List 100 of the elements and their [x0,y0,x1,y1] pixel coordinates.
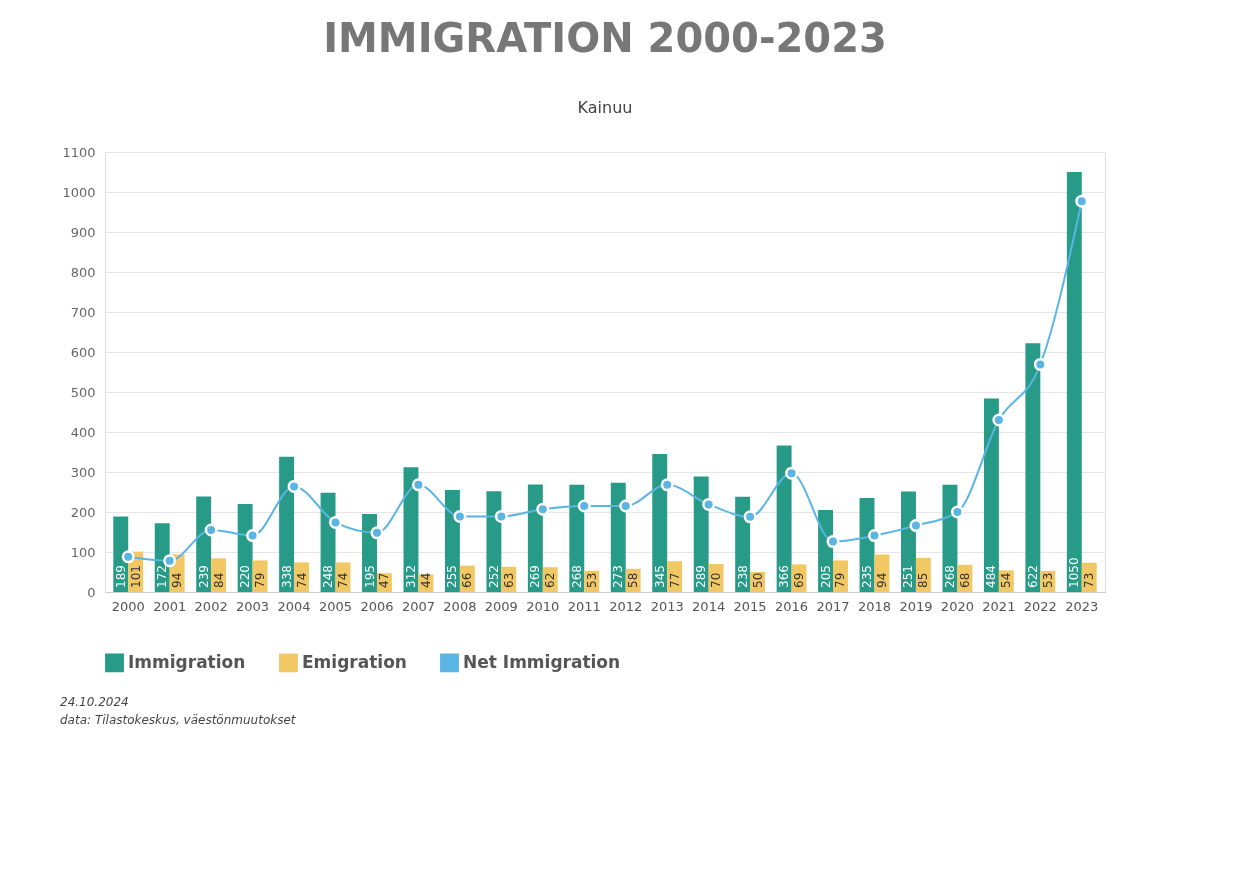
legend-label: Net Immigration [463,651,621,672]
y-tick-label: 400 [70,424,96,440]
point [411,478,425,492]
point [246,529,260,543]
data-label: 94 [874,572,889,588]
y-tick-label: 800 [70,264,96,280]
data-label: 312 [403,565,418,588]
x-tick-label: 2007 [401,598,435,614]
point [287,479,301,493]
point [619,499,633,513]
data-label: 101 [128,565,143,588]
data-label: 269 [528,565,543,588]
y-tick-label: 500 [70,384,96,400]
data-label: 1050 [1067,557,1082,588]
x-tick-label: 2006 [360,598,394,614]
data-label: 289 [694,565,709,588]
data-label: 77 [667,572,682,588]
x-tick-label: 2019 [899,598,933,614]
x-tick-label: 2004 [277,598,311,614]
y-tick-label: 0 [87,584,96,600]
data-label: 484 [984,565,999,588]
data-label: 73 [1082,572,1097,588]
x-tick-label: 2022 [1023,598,1057,614]
data-label: 238 [735,565,750,588]
x-tick-label: 2014 [692,598,726,614]
x-tick-label: 2003 [236,598,270,614]
data-label: 53 [1040,572,1055,588]
y-tick-label: 600 [70,344,96,360]
x-tick-label: 2020 [940,598,974,614]
point [453,509,467,523]
x-tick-label: 2018 [857,598,892,614]
x-tick-label: 2001 [153,598,187,614]
data-label: 79 [833,572,848,588]
x-tick-label: 2011 [567,598,601,614]
bar [652,454,668,592]
data-label: 268 [569,565,584,588]
chart-title: IMMIGRATION 2000-2023 [323,15,887,61]
point [494,509,508,523]
data-label: 273 [611,565,626,588]
x-tick-label: 2012 [609,598,643,614]
y-tick-label: 100 [70,544,96,560]
bar [1025,343,1041,592]
data-label: 84 [211,572,226,588]
x-tick-label: 2021 [982,598,1016,614]
text: data: Tilastokeskus, väestönmuutokset [60,713,297,727]
legend-label: Immigration [128,651,246,672]
data-label: 69 [792,572,807,588]
point [329,515,343,529]
data-label: 85 [916,572,931,588]
data-label: 63 [501,572,516,588]
point [370,526,384,540]
bar [776,445,792,592]
data-label: 58 [626,572,641,588]
point [163,554,177,568]
data-label: 251 [901,565,916,588]
y-tick-label: 1100 [62,144,96,160]
data-label: 44 [418,572,433,588]
x-tick-label: 2000 [111,598,145,614]
chart-subtitle: Kainuu [577,98,633,117]
point [702,497,716,511]
data-label: 74 [335,572,350,588]
data-label: 268 [942,565,957,588]
y-tick-label: 300 [70,464,96,480]
point [660,478,674,492]
point [909,519,923,533]
data-label: 205 [818,565,833,588]
bar [1066,172,1082,592]
point [577,499,591,513]
data-label: 50 [750,572,765,588]
bar [983,398,999,592]
y-tick-label: 700 [70,304,96,320]
data-label: 235 [860,565,875,588]
data-label: 62 [543,572,558,588]
data-label: 74 [294,572,309,588]
y-tick-label: 1000 [62,184,96,200]
x-tick-label: 2009 [484,598,518,614]
data-label: 54 [999,572,1014,588]
x-tick-label: 2023 [1065,598,1099,614]
data-label: 47 [377,572,392,588]
data-label: 248 [321,565,336,588]
data-label: 189 [113,565,128,588]
data-label: 622 [1025,565,1040,588]
x-tick-label: 2015 [733,598,767,614]
data-label: 70 [709,572,724,588]
data-label: 66 [460,572,475,588]
data-label: 172 [155,565,170,588]
data-label: 220 [238,565,253,588]
data-label: 94 [170,572,185,588]
data-label: 195 [362,565,377,588]
data-label: 53 [584,572,599,588]
point [536,502,550,516]
x-tick-label: 2017 [816,598,850,614]
data-label: 345 [652,565,667,588]
x-tick-label: 2005 [318,598,353,614]
x-tick-label: 2002 [194,598,228,614]
legend-label: Emigration [302,651,407,672]
y-tick-label: 200 [70,504,96,520]
data-label: 239 [196,565,211,588]
point [950,505,964,519]
data-label: 68 [957,572,972,588]
